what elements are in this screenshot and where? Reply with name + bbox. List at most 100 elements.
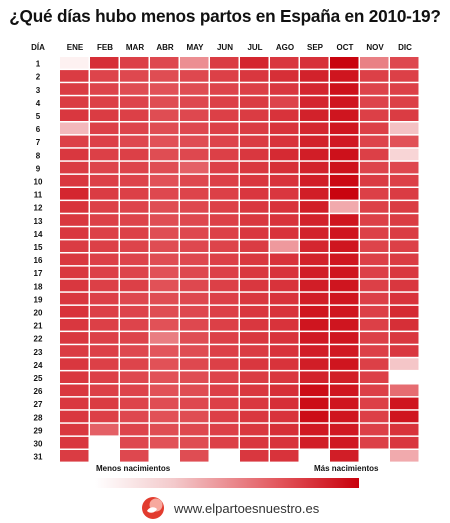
heatmap-cell xyxy=(240,214,269,226)
row-label-25: 25 xyxy=(34,374,43,383)
column-label-jul: JUL xyxy=(247,43,262,52)
heatmap-cell xyxy=(360,345,389,357)
column-label-sep: SEP xyxy=(307,43,324,52)
heatmap-cell xyxy=(390,214,419,226)
heatmap-cell xyxy=(360,214,389,226)
heatmap-cell xyxy=(180,83,209,95)
heatmap-cell xyxy=(300,345,329,357)
heatmap-cell xyxy=(150,174,179,187)
heatmap-cell xyxy=(150,253,179,266)
heatmap-cell xyxy=(240,423,269,436)
heatmap-cell xyxy=(90,161,119,174)
heatmap-cell xyxy=(390,332,419,344)
heatmap-cell xyxy=(150,384,179,397)
heatmap-cell xyxy=(300,384,329,397)
heatmap-cell xyxy=(120,397,149,410)
heatmap-cell xyxy=(330,83,359,95)
heatmap-cell xyxy=(210,161,239,174)
heatmap-cell xyxy=(240,201,269,213)
heatmap-cell xyxy=(180,57,209,69)
heatmap-cell xyxy=(90,292,119,305)
heatmap-cell xyxy=(120,410,149,423)
heatmap-cell xyxy=(360,148,389,161)
heatmap-cell xyxy=(390,135,419,148)
row-label-13: 13 xyxy=(34,217,43,226)
row-label-5: 5 xyxy=(36,112,41,121)
heatmap-cell xyxy=(210,122,239,135)
heatmap-cell xyxy=(240,57,269,69)
heatmap-cell xyxy=(240,292,269,305)
heatmap-cell xyxy=(390,122,419,135)
heatmap-cell xyxy=(270,135,299,148)
heatmap-cell xyxy=(240,358,269,370)
heatmap-cell xyxy=(330,292,359,305)
heatmap-cell xyxy=(210,253,239,266)
heatmap-cell xyxy=(360,266,389,279)
heatmap-cell xyxy=(240,410,269,423)
heatmap-cell xyxy=(270,332,299,344)
heatmap-cell xyxy=(300,305,329,318)
heatmap-cell xyxy=(270,397,299,410)
heatmap-cell xyxy=(210,397,239,410)
heatmap-cell xyxy=(360,397,389,410)
heatmap-cell xyxy=(330,96,359,108)
heatmap-cell xyxy=(330,371,359,383)
heatmap-cell xyxy=(270,201,299,213)
heatmap-cell xyxy=(360,83,389,95)
heatmap-cell xyxy=(330,227,359,239)
column-label-ago: AGO xyxy=(276,43,294,52)
heatmap-cell xyxy=(300,358,329,370)
heatmap-cell xyxy=(60,450,89,462)
heatmap-cell xyxy=(210,174,239,187)
heatmap-cell xyxy=(180,122,209,135)
heatmap-cell xyxy=(390,83,419,95)
heatmap-cell xyxy=(360,292,389,305)
heatmap-cell xyxy=(270,279,299,292)
heatmap-cell xyxy=(60,436,89,449)
heatmap-cell xyxy=(270,240,299,252)
row-label-28: 28 xyxy=(34,413,43,422)
heatmap-cell xyxy=(270,83,299,95)
heatmap-cell xyxy=(120,109,149,121)
heatmap-cell xyxy=(180,292,209,305)
heatmap-cell xyxy=(240,332,269,344)
heatmap-cell xyxy=(300,188,329,200)
row-label-29: 29 xyxy=(34,426,43,435)
heatmap-cell xyxy=(150,201,179,213)
heatmap-cell xyxy=(60,96,89,108)
row-label-15: 15 xyxy=(34,243,43,252)
heatmap-cell xyxy=(210,201,239,213)
heatmap-cell xyxy=(390,70,419,82)
heatmap-cell xyxy=(180,214,209,226)
heatmap-cell xyxy=(90,188,119,200)
heatmap-cell xyxy=(240,96,269,108)
heatmap-cell xyxy=(270,371,299,383)
heatmap-cell xyxy=(240,384,269,397)
heatmap-cell xyxy=(180,358,209,370)
heatmap-cell xyxy=(360,70,389,82)
heatmap-cell xyxy=(90,345,119,357)
chart-title: ¿Qué días hubo menos partos en España en… xyxy=(9,6,441,26)
heatmap-cell xyxy=(180,384,209,397)
heatmap-cell xyxy=(60,305,89,318)
heatmap-cell xyxy=(240,174,269,187)
heatmap-cell xyxy=(360,332,389,344)
row-label-1: 1 xyxy=(36,60,41,69)
heatmap-cell xyxy=(390,358,419,370)
heatmap-cell xyxy=(300,292,329,305)
heatmap-cell xyxy=(150,188,179,200)
heatmap-cell xyxy=(330,214,359,226)
heatmap-cell xyxy=(360,279,389,292)
heatmap-cell xyxy=(210,266,239,279)
website-link[interactable]: www.elpartoesnuestro.es xyxy=(174,500,320,516)
row-label-19: 19 xyxy=(34,295,43,304)
heatmap-cell xyxy=(330,174,359,187)
heatmap-cell xyxy=(240,371,269,383)
heatmap-cell xyxy=(270,436,299,449)
heatmap-cell xyxy=(90,174,119,187)
heatmap-cell xyxy=(120,266,149,279)
heatmap-cell xyxy=(390,345,419,357)
heatmap-cell xyxy=(390,174,419,187)
heatmap-cell xyxy=(60,161,89,174)
heatmap-cell xyxy=(210,384,239,397)
